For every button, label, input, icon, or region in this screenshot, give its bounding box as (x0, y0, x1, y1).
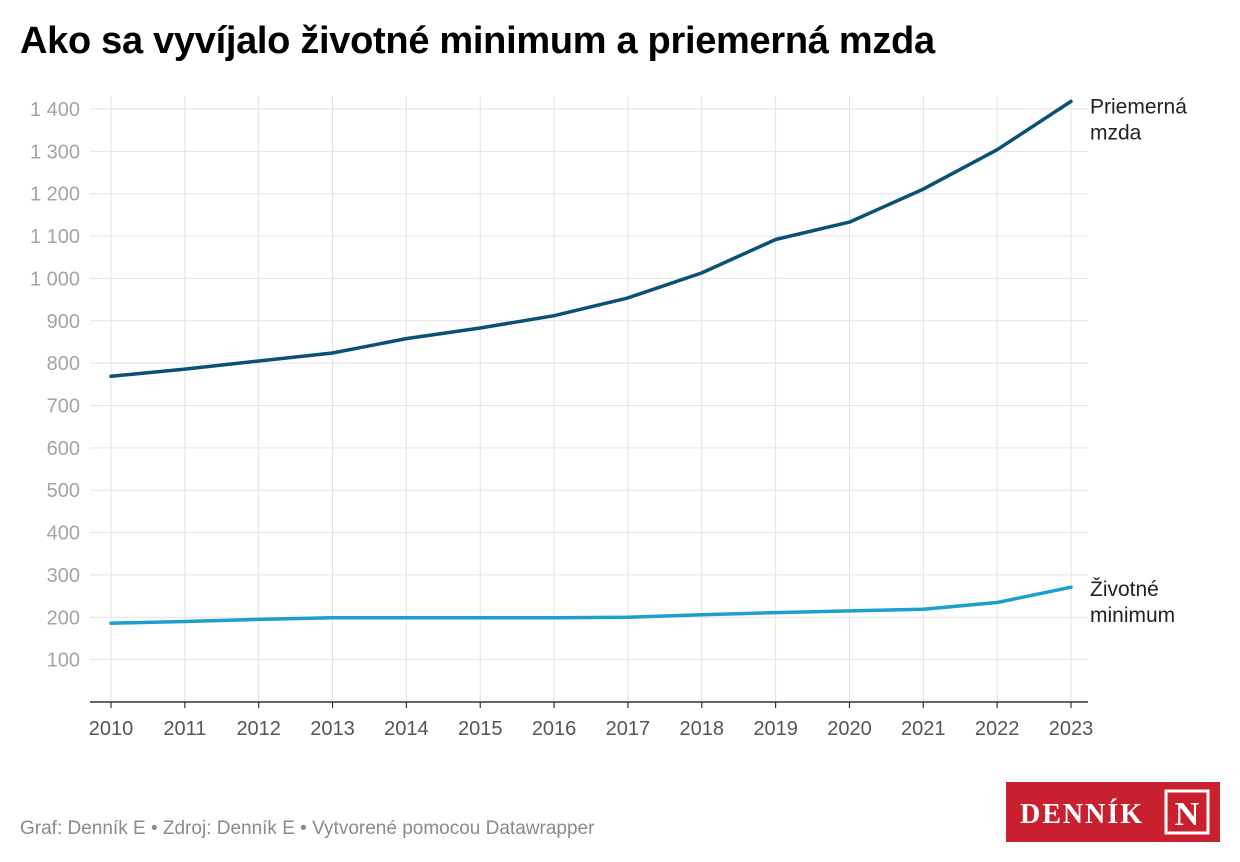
y-tick-label: 600 (47, 438, 80, 460)
x-tick-label: 2020 (827, 718, 872, 740)
y-tick-label: 1 200 (30, 184, 80, 206)
x-tick-label: 2016 (532, 718, 577, 740)
y-tick-label: 700 (47, 396, 80, 418)
x-tick-label: 2017 (606, 718, 651, 740)
x-tick-label: 2019 (753, 718, 798, 740)
y-tick-label: 800 (47, 353, 80, 375)
x-tick-label: 2011 (163, 718, 206, 740)
y-tick-label: 500 (47, 480, 80, 502)
y-tick-label: 1 300 (30, 141, 80, 163)
y-tick-label: 1 100 (30, 226, 80, 248)
y-tick-label: 900 (47, 311, 80, 333)
series-line-1 (109, 585, 1073, 625)
x-tick-label: 2023 (1049, 718, 1094, 740)
series-line-0 (109, 99, 1073, 379)
x-tick-label: 2012 (236, 718, 281, 740)
x-tick-label: 2018 (680, 718, 725, 740)
x-tick-label: 2015 (458, 718, 503, 740)
x-tick-label: 2014 (384, 718, 429, 740)
x-tick-label: 2013 (310, 718, 355, 740)
dennik-logo-text: DENNÍK (1020, 799, 1144, 830)
x-tick-label: 2021 (901, 718, 946, 740)
y-tick-label: 100 (47, 650, 80, 672)
dennik-logo[interactable]: DENNÍK N (1006, 782, 1220, 842)
y-tick-label: 300 (47, 565, 80, 587)
series-label: Životné (1090, 578, 1159, 601)
y-tick-label: 1 400 (30, 99, 80, 121)
series-label: minimum (1090, 604, 1175, 627)
chart-footer: Graf: Denník E • Zdroj: Denník E • Vytvo… (20, 818, 595, 839)
series-label: Priemerná (1090, 95, 1187, 118)
chart-title: Ako sa vyvíjalo životné minimum a prieme… (20, 20, 935, 62)
y-tick-label: 400 (47, 523, 80, 545)
dennik-logo-mark: DENNÍK N (1020, 789, 1210, 835)
series-label: mzda (1090, 121, 1142, 144)
x-tick-label: 2010 (89, 718, 134, 740)
x-tick-label: 2022 (975, 718, 1020, 740)
dennik-logo-box (1164, 789, 1210, 835)
line-chart: 100 200 300 400 500 600 700 800 900 1 000 1 100 1 2… (30, 95, 1187, 740)
y-tick-label: 200 (47, 607, 80, 629)
dennik-logo-n: N (1175, 796, 1200, 833)
y-tick-label: 1 000 (30, 268, 80, 290)
